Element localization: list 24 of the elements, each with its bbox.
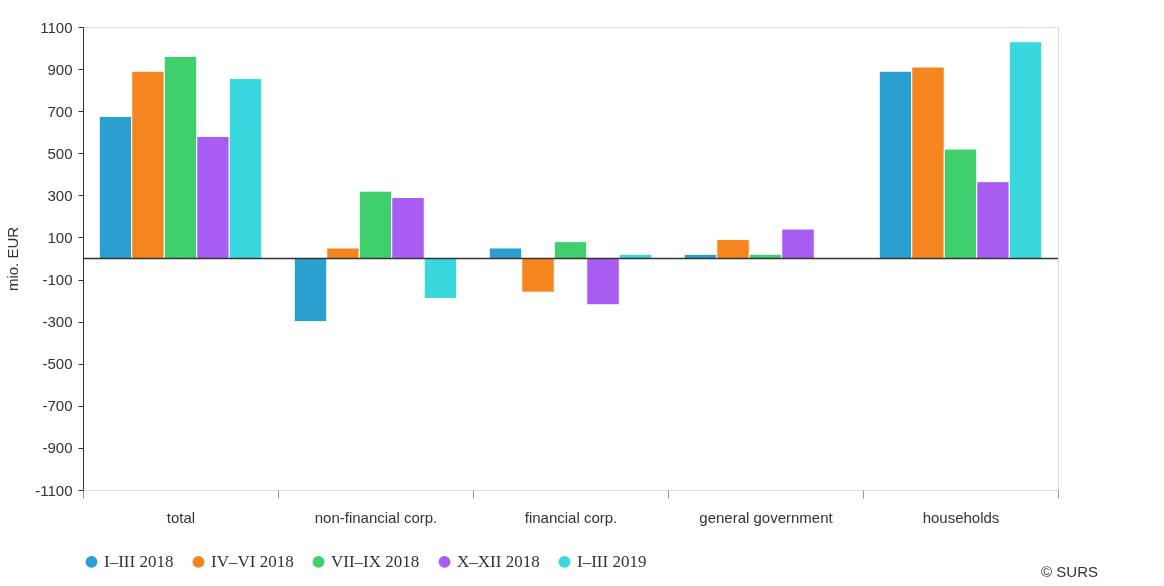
legend-label: X–XII 2018 xyxy=(457,551,540,571)
legend-label: IV–VI 2018 xyxy=(211,551,294,571)
y-tick-label: -700 xyxy=(42,397,73,415)
y-tick-label: -900 xyxy=(42,439,73,457)
legend-label: VII–IX 2018 xyxy=(331,551,420,571)
y-axis-title: mio. EUR xyxy=(4,226,22,292)
y-tick-label: 700 xyxy=(47,102,73,120)
y-tick-label: 100 xyxy=(47,228,73,246)
y-tick-label: -1100 xyxy=(35,481,73,499)
text: © SURS xyxy=(1041,563,1098,580)
legend-label: I–III 2018 xyxy=(104,551,174,571)
x-tick-label: total xyxy=(166,508,196,526)
x-tick-label: financial corp. xyxy=(524,508,618,526)
y-tick-label: -100 xyxy=(42,271,73,289)
y-tick-label: 300 xyxy=(47,186,73,204)
y-tick-label: 900 xyxy=(47,60,73,78)
y-tick-label: 500 xyxy=(47,144,73,162)
y-tick-label: 1100 xyxy=(40,18,73,36)
legend-label: I–III 2019 xyxy=(577,551,647,571)
x-tick-label: non-financial corp. xyxy=(314,508,438,526)
x-tick-label: households xyxy=(922,508,1000,526)
y-tick-label: -300 xyxy=(42,313,73,331)
y-tick-label: -500 xyxy=(42,355,73,373)
x-tick-label: general government xyxy=(699,508,834,526)
